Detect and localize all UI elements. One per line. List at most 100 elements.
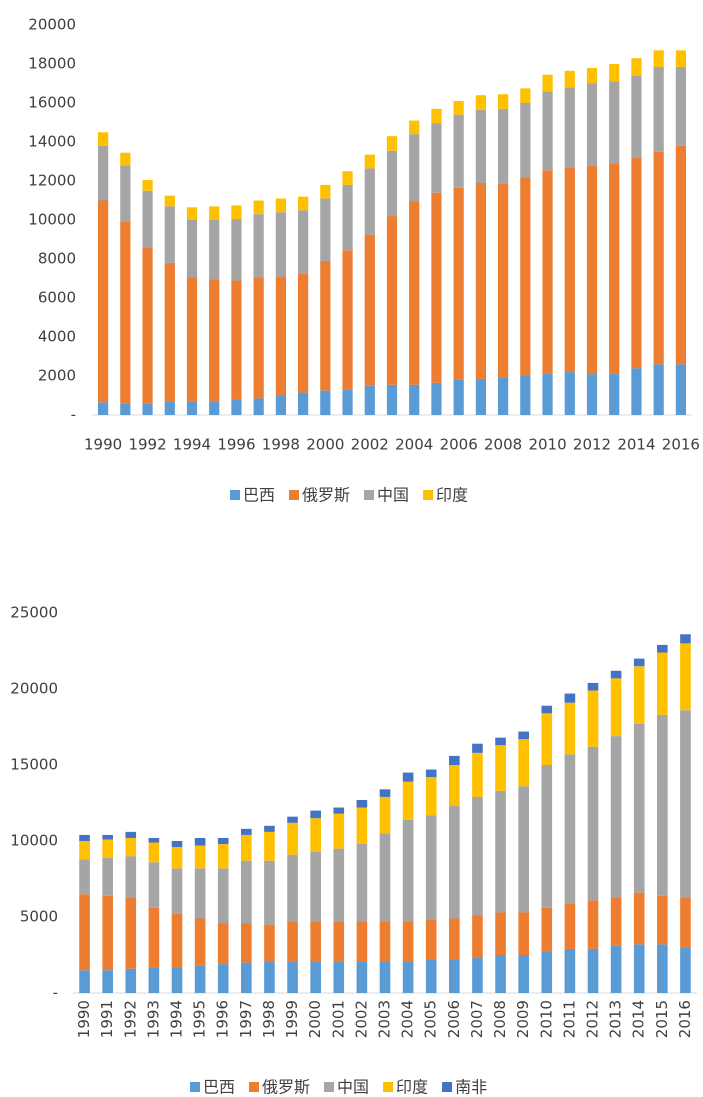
bar-segment bbox=[333, 848, 345, 922]
x-tick-label: 1992 bbox=[121, 1000, 139, 1038]
x-tick-label: 1996 bbox=[217, 436, 255, 454]
bar-segment bbox=[520, 376, 531, 415]
bar-segment bbox=[520, 177, 531, 376]
bar-segment bbox=[564, 702, 576, 755]
legend-text: 俄罗斯 bbox=[262, 1078, 310, 1097]
x-tick-label: 2014 bbox=[617, 436, 655, 454]
bar-segment bbox=[564, 903, 576, 949]
bar-segment bbox=[498, 108, 509, 184]
bar-segment bbox=[98, 132, 109, 146]
bar-segment bbox=[518, 955, 529, 993]
bar-segment bbox=[587, 682, 599, 691]
bar-segment bbox=[675, 66, 686, 146]
x-tick-label: 2007 bbox=[468, 1000, 486, 1038]
bar-segment bbox=[609, 64, 620, 82]
bar-segment bbox=[379, 833, 391, 922]
bar-segment bbox=[186, 220, 198, 278]
bar-segment bbox=[386, 384, 398, 415]
bar-segment bbox=[518, 739, 529, 787]
bar-segment bbox=[609, 163, 620, 375]
bar-segment bbox=[386, 136, 398, 151]
legend-text: 南非 bbox=[455, 1078, 487, 1097]
bar-segment bbox=[498, 94, 509, 109]
x-tick-label: 2004 bbox=[395, 436, 433, 454]
bar-segment bbox=[102, 895, 113, 971]
bar-segment bbox=[209, 220, 220, 280]
bar-segment bbox=[495, 790, 506, 913]
x-tick-label: 1991 bbox=[98, 1000, 116, 1038]
bar-segment bbox=[631, 58, 642, 76]
bar-segment bbox=[631, 75, 642, 158]
x-tick-label: 1994 bbox=[173, 436, 211, 454]
bar-segment bbox=[164, 206, 175, 263]
y-tick-label: 18000 bbox=[28, 55, 76, 73]
bar-segment bbox=[231, 399, 242, 415]
legend-swatch bbox=[249, 1082, 260, 1092]
x-tick-label: 1998 bbox=[262, 436, 300, 454]
bar-segment bbox=[79, 834, 90, 841]
bar-segment bbox=[675, 50, 686, 67]
bar-segment bbox=[356, 961, 368, 993]
bar-segment bbox=[586, 374, 598, 415]
x-tick-label: 1999 bbox=[283, 1000, 301, 1038]
bar-segment bbox=[310, 810, 321, 819]
bar-segment bbox=[125, 831, 137, 838]
x-tick-label: 2016 bbox=[662, 436, 700, 454]
bar-segment bbox=[680, 643, 691, 711]
bar-segment bbox=[171, 841, 183, 848]
bar-segment bbox=[320, 198, 331, 261]
bar-segment bbox=[310, 921, 321, 962]
bar-segment bbox=[586, 67, 598, 84]
bar-segment bbox=[364, 385, 375, 415]
bar-segment bbox=[653, 50, 664, 67]
bar-segment bbox=[431, 192, 442, 383]
x-tick-label: 2012 bbox=[584, 1000, 602, 1038]
legend-text: 中国 bbox=[377, 486, 409, 505]
bar-segment bbox=[409, 384, 420, 415]
x-tick-label: 2010 bbox=[537, 1000, 555, 1038]
bar-segment bbox=[653, 151, 664, 365]
bar-segment bbox=[653, 364, 664, 415]
y-tick-label: - bbox=[71, 406, 76, 424]
bar-segment bbox=[633, 944, 645, 993]
bar-segment bbox=[495, 955, 506, 993]
bar-segment bbox=[475, 182, 486, 379]
bar-segment bbox=[186, 277, 198, 402]
bar-segment bbox=[241, 834, 252, 861]
y-tick-label: 25000 bbox=[10, 604, 58, 622]
bar-segment bbox=[379, 789, 391, 797]
x-tick-label: 2004 bbox=[399, 1000, 417, 1038]
x-tick-label: 1997 bbox=[237, 1000, 255, 1038]
bar-segment bbox=[379, 796, 391, 834]
bar-segment bbox=[356, 844, 368, 922]
bar-segment bbox=[164, 195, 175, 207]
bar-segment bbox=[475, 95, 486, 110]
legend-swatch bbox=[230, 490, 240, 500]
bar-segment bbox=[379, 961, 391, 993]
legend-text: 印度 bbox=[436, 486, 468, 505]
x-tick-label: 2003 bbox=[376, 1000, 394, 1038]
bar-segment bbox=[587, 690, 599, 747]
bar-segment bbox=[310, 818, 321, 852]
x-tick-label: 2005 bbox=[422, 1000, 440, 1038]
bar-segment bbox=[120, 165, 131, 222]
bar-segment bbox=[564, 754, 576, 904]
bar-segment bbox=[356, 921, 368, 962]
bar-segment bbox=[125, 968, 137, 993]
bar-segment bbox=[425, 959, 437, 993]
bar-segment bbox=[587, 948, 599, 993]
bar-segment bbox=[449, 806, 460, 919]
bar-segment bbox=[120, 152, 131, 166]
bar-segment bbox=[209, 401, 220, 415]
bar-segment bbox=[142, 190, 153, 248]
bar-segment bbox=[287, 921, 298, 962]
bar-segment bbox=[475, 378, 486, 415]
bar-segment bbox=[333, 807, 345, 814]
bar-segment bbox=[98, 402, 109, 415]
legend-swatch bbox=[364, 490, 375, 500]
bar-segment bbox=[495, 745, 506, 791]
bar-segment bbox=[171, 967, 183, 993]
x-tick-label: 2014 bbox=[630, 1000, 648, 1038]
x-tick-label: 1992 bbox=[128, 436, 166, 454]
bar-segment bbox=[194, 837, 206, 846]
